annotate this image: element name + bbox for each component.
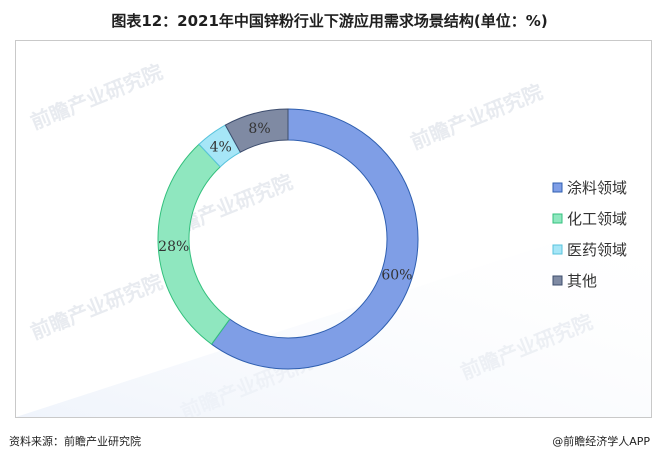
legend-label: 化工领域: [567, 210, 627, 228]
legend-label: 医药领域: [567, 241, 627, 259]
legend-swatch: [552, 275, 563, 286]
legend-label: 涂料领域: [567, 179, 627, 197]
legend-label: 其他: [567, 272, 597, 290]
slice-value-label: 4%: [210, 139, 232, 155]
legend-swatch: [552, 182, 563, 193]
chart-title: 图表12：2021年中国锌粉行业下游应用需求场景结构(单位：%): [111, 12, 548, 30]
slice-value-label: 8%: [248, 121, 270, 137]
legend-swatch: [552, 244, 563, 255]
brand-note: @前瞻经济学人APP: [552, 435, 650, 448]
legend-swatch: [552, 213, 563, 224]
slice-value-label: 28%: [158, 239, 189, 255]
donut-slice-4: [224, 108, 289, 153]
donut-slice-1: [210, 108, 419, 370]
slice-value-label: 60%: [381, 267, 412, 283]
source-note: 资料来源：前瞻产业研究院: [9, 435, 141, 448]
chart-frame: 前瞻产业研究院 前瞻产业研究院 前瞻产业研究院 前瞻产业研究院 前瞻产业研究院 …: [15, 40, 652, 418]
